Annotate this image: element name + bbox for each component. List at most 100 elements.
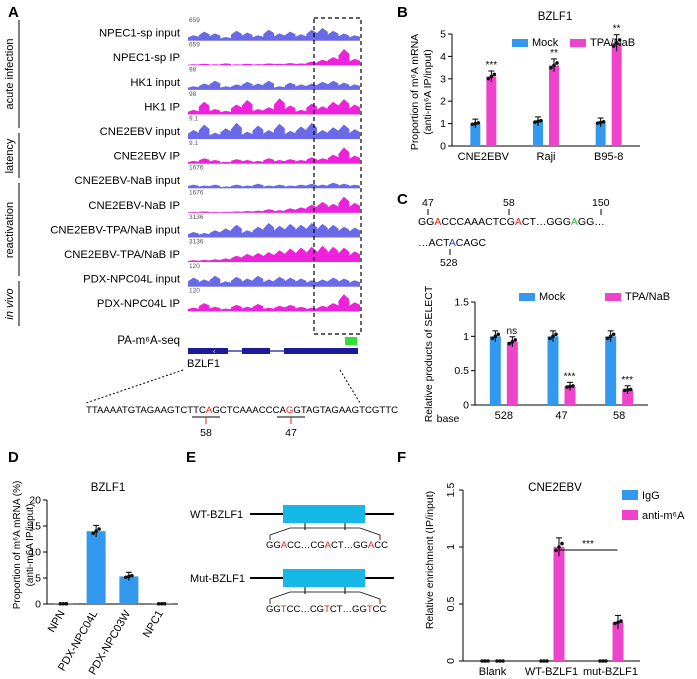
y-tick-label: 10: [29, 547, 41, 559]
data-point: [510, 340, 515, 344]
e-wt-box: [283, 505, 365, 523]
panel-a-sequence: TTAAAATGTAGAAGTCTTCAGCTCAAACCCAGGTAGTAGA…: [86, 405, 398, 416]
highlight-box: [313, 17, 362, 335]
seq-segment: A: [571, 216, 578, 228]
legend-label: Mock: [532, 37, 559, 49]
y-tick-label: 0: [463, 400, 469, 412]
data-point: [571, 384, 575, 388]
track-profile: [188, 80, 360, 90]
track-label: NPEC1-sp input: [99, 28, 181, 40]
track-label: CNE2EBV IP: [113, 151, 180, 163]
data-point: [130, 573, 134, 578]
bar: [470, 123, 481, 146]
y-tick-label: 15: [29, 521, 41, 533]
y-tick-label: 5: [440, 29, 446, 41]
e-wt-seq: GGACC…CGACT…GGACC: [266, 540, 388, 551]
track-scale: 3136: [189, 214, 204, 221]
track-label: NPEC1-sp IP: [113, 52, 180, 64]
seq-segment: A: [368, 540, 375, 551]
seq-segment: CC: [373, 604, 387, 615]
data-point: [549, 65, 553, 70]
legend-swatch: [512, 39, 528, 47]
track-scale: 1676: [189, 165, 204, 172]
track-profile: [188, 98, 360, 115]
seq-segment: T: [324, 604, 330, 615]
legend-swatch: [605, 293, 621, 301]
y-tick-label: 0: [35, 599, 41, 611]
data-point: [513, 338, 518, 342]
data-point: [495, 659, 499, 663]
track-scale: 9.1: [189, 116, 198, 123]
c-pos-58: 58: [503, 197, 515, 209]
group-label-acute: acute infection: [4, 39, 16, 110]
track-profile: [188, 28, 360, 41]
panel-c-base-label: base: [437, 413, 460, 425]
data-point: [565, 385, 569, 389]
panel-letter-d: D: [8, 449, 19, 466]
group-label-in-vivo: in vivo: [4, 288, 16, 319]
c-pos-528: 528: [440, 257, 458, 269]
seq-segment: A: [325, 540, 332, 551]
data-point: [496, 332, 501, 337]
data-point: [595, 121, 600, 125]
track-label: PDX-NPC04L input: [83, 274, 181, 286]
track-label: CNE2EBV-NaB input: [75, 175, 181, 187]
panel-c-sequence: 47 58 150 GGACCCAAACTCGACT…GGGAGG… …ACTA…: [418, 197, 610, 269]
seq-segment: A: [515, 216, 522, 228]
data-point: [628, 387, 633, 392]
panel-a-tracks: 659 NPEC1-sp input 659 NPEC1-sp IP 98 HK1 inp…: [50, 17, 360, 312]
data-point: [619, 619, 623, 623]
legend-label: TPA/NaB: [625, 291, 670, 303]
data-point: [533, 120, 537, 124]
y-tick-label: 1.5: [445, 483, 457, 498]
data-point: [548, 336, 552, 341]
significance-mark: **: [550, 48, 558, 59]
x-tick-label: NPC1: [141, 609, 166, 640]
data-point: [614, 41, 619, 45]
data-point: [486, 76, 491, 81]
site-pos-47: 47: [285, 427, 297, 439]
seq-segment: CC…CG: [287, 540, 324, 551]
data-point: [601, 119, 606, 124]
track-label: CNE2EBV-TPA/NaB input: [50, 224, 181, 236]
group-label-reactivation: reactivation: [4, 202, 16, 258]
bar: [564, 386, 576, 405]
bar: [486, 76, 497, 146]
data-point: [545, 659, 549, 663]
c-seq-line-1: GGACCCAAACTCGACT…GGGAGG…: [418, 216, 605, 228]
data-point: [536, 119, 540, 124]
track-profile: [188, 49, 360, 66]
data-point: [490, 336, 495, 341]
seq-segment: A: [281, 540, 288, 551]
track-profile: [188, 245, 360, 262]
data-point: [598, 659, 602, 663]
y-tick-label: 3: [440, 73, 446, 85]
y-tick-label: 0: [440, 141, 446, 153]
panel-letter-f: F: [397, 449, 406, 466]
legend-swatch: [519, 293, 535, 301]
track-profile: [188, 294, 360, 312]
bar: [506, 341, 518, 405]
data-point: [611, 44, 616, 48]
data-point: [58, 601, 63, 606]
track-label: PDX-NPC04L IP: [97, 298, 180, 310]
track-profile: [188, 122, 360, 139]
data-point: [476, 121, 481, 125]
bar: [553, 547, 565, 661]
data-point: [97, 527, 101, 531]
panel-b-title: BZLF1: [538, 11, 573, 23]
data-point: [622, 388, 627, 393]
data-point: [470, 122, 475, 127]
track-profile: [188, 223, 360, 238]
legend-swatch: [622, 510, 638, 520]
legend-label: anti-m⁶A: [642, 510, 685, 522]
data-point: [613, 621, 617, 626]
data-point: [94, 529, 98, 533]
x-tick-label: mut-BZLF1: [583, 666, 638, 678]
bar: [119, 576, 139, 604]
data-point: [486, 659, 490, 663]
data-point: [483, 659, 487, 663]
track-profile: [188, 182, 360, 189]
